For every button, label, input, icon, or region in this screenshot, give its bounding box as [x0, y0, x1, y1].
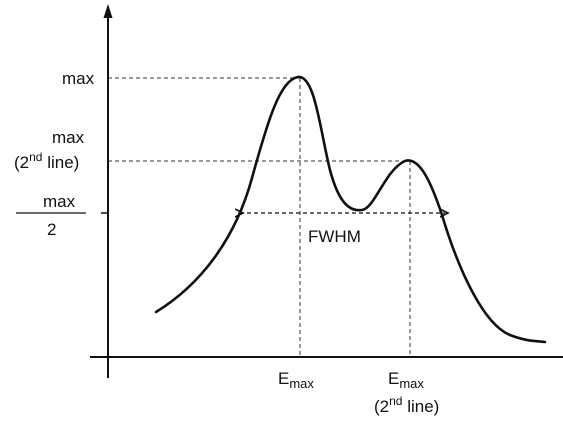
emax-2nd-line-caption: (2nd line): [374, 394, 439, 416]
emax-label: Emax: [278, 369, 314, 391]
emax-2nd-label: Emax: [388, 369, 424, 391]
half-max-denominator: 2: [47, 220, 56, 239]
y-axis-arrow-icon: [103, 4, 113, 18]
half-max-numerator: max: [43, 192, 76, 211]
max-2nd-line-label: (2nd line): [14, 150, 79, 172]
max-label: max: [62, 69, 95, 88]
spectrum-curve: [154, 75, 547, 344]
max-2nd-line-top: max: [52, 128, 85, 147]
fwhm-label: FWHM: [308, 227, 361, 246]
